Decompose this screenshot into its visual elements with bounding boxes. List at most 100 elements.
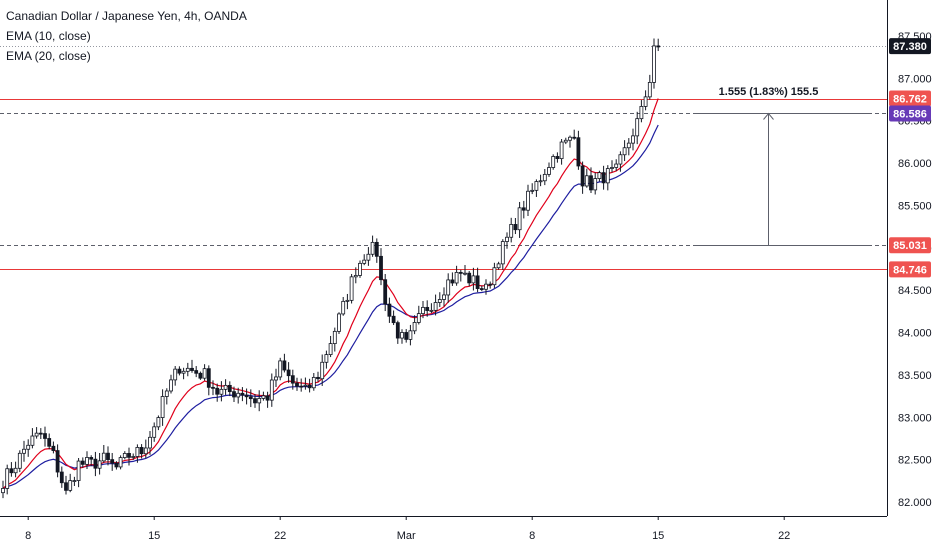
candle-down — [198, 371, 203, 380]
candle-body — [265, 395, 270, 401]
candle-body — [639, 106, 644, 120]
candle-body — [143, 447, 148, 455]
candle-up — [5, 464, 10, 495]
candle-body — [463, 272, 467, 275]
candle-up — [437, 292, 442, 308]
candles — [1, 38, 661, 499]
candle-up — [17, 450, 22, 473]
candle-body — [101, 452, 106, 462]
candle-down — [387, 297, 392, 323]
candle-body — [278, 360, 283, 378]
candle-body — [286, 369, 291, 377]
candle-down — [379, 248, 383, 286]
candle-down — [404, 329, 409, 343]
candle-body — [500, 241, 505, 265]
candle-down — [114, 461, 119, 470]
candle-up — [366, 247, 371, 266]
candle-up — [278, 357, 283, 381]
price-tag-box — [889, 105, 931, 122]
candle-up — [219, 381, 224, 402]
candle-down — [656, 38, 661, 52]
candle-down — [93, 451, 98, 477]
candle-up — [1, 480, 5, 499]
candle-down — [139, 444, 144, 459]
candle-down — [458, 269, 463, 282]
candle-up — [223, 379, 228, 395]
candle-body — [51, 445, 56, 451]
candle-down — [110, 452, 115, 471]
candle-up — [370, 235, 375, 257]
price-tag-box — [889, 38, 931, 55]
candle-body — [219, 388, 224, 395]
candle-body — [106, 452, 110, 460]
candle-body — [148, 436, 152, 449]
horizontal-lines[interactable] — [0, 46, 887, 270]
candle-body — [248, 396, 253, 400]
candle-down — [64, 475, 68, 495]
candle-up — [257, 390, 262, 412]
candle-body — [379, 255, 383, 281]
candle-body — [387, 303, 392, 317]
price-range-measure[interactable]: 1.555 (1.83%) 155.5 — [694, 86, 870, 246]
candle-up — [85, 451, 89, 469]
candle-body — [135, 447, 140, 457]
candle-body — [139, 447, 144, 455]
candle-up — [185, 362, 190, 377]
y-tick-label: 87.000 — [898, 73, 932, 85]
candle-body — [383, 279, 388, 305]
candle-body — [122, 453, 127, 458]
axes — [0, 0, 888, 517]
candle-body — [353, 275, 358, 278]
candle-body — [206, 368, 211, 388]
candle-up — [72, 476, 77, 486]
candle-body — [181, 370, 186, 374]
y-tick-label: 84.000 — [898, 328, 932, 340]
candle-up — [341, 296, 346, 316]
candle-body — [72, 480, 77, 482]
candle-down — [38, 428, 43, 440]
candle-body — [488, 283, 493, 286]
candle-body — [505, 236, 509, 242]
candle-down — [307, 378, 312, 393]
candle-up — [22, 440, 26, 462]
candle-down — [513, 217, 518, 235]
candle-up — [496, 261, 501, 270]
candle-down — [467, 270, 472, 287]
candle-body — [202, 368, 207, 379]
candle-body — [232, 391, 236, 398]
candle-up — [152, 422, 157, 442]
candle-up — [143, 439, 148, 459]
candle-body — [236, 392, 241, 398]
candle-body — [253, 398, 257, 404]
candle-up — [122, 451, 127, 460]
candle-body — [64, 482, 68, 491]
candle-up — [202, 364, 207, 381]
candle-body — [194, 370, 199, 374]
candle-body — [400, 332, 404, 339]
x-tick-label: 8 — [529, 530, 535, 542]
candle-body — [437, 299, 442, 303]
candle-body — [114, 462, 119, 468]
y-tick-label: 82.500 — [898, 455, 932, 467]
price-tags: 87.380 86.762 86.586 85.031 84.746 — [889, 38, 931, 278]
candle-up — [509, 217, 514, 243]
candle-body — [467, 272, 472, 284]
chart-legend: Canadian Dollar / Japanese Yen, 4h, OAND… — [6, 6, 247, 66]
candle-down — [80, 457, 85, 468]
candle-up — [349, 273, 354, 304]
candle-up — [463, 265, 467, 276]
candle-body — [173, 368, 178, 381]
candle-up — [324, 350, 329, 369]
candle-up — [261, 391, 266, 401]
x-tick-label: 15 — [652, 530, 664, 542]
candle-body — [421, 306, 425, 315]
candle-body — [521, 207, 526, 211]
candle-up — [156, 415, 161, 431]
x-tick-label: 8 — [25, 530, 31, 542]
measure-arrow-head — [763, 112, 774, 120]
candle-body — [341, 300, 346, 315]
x-tick-label: 22 — [778, 530, 790, 542]
candle-body — [349, 276, 354, 301]
candle-up — [614, 159, 619, 172]
